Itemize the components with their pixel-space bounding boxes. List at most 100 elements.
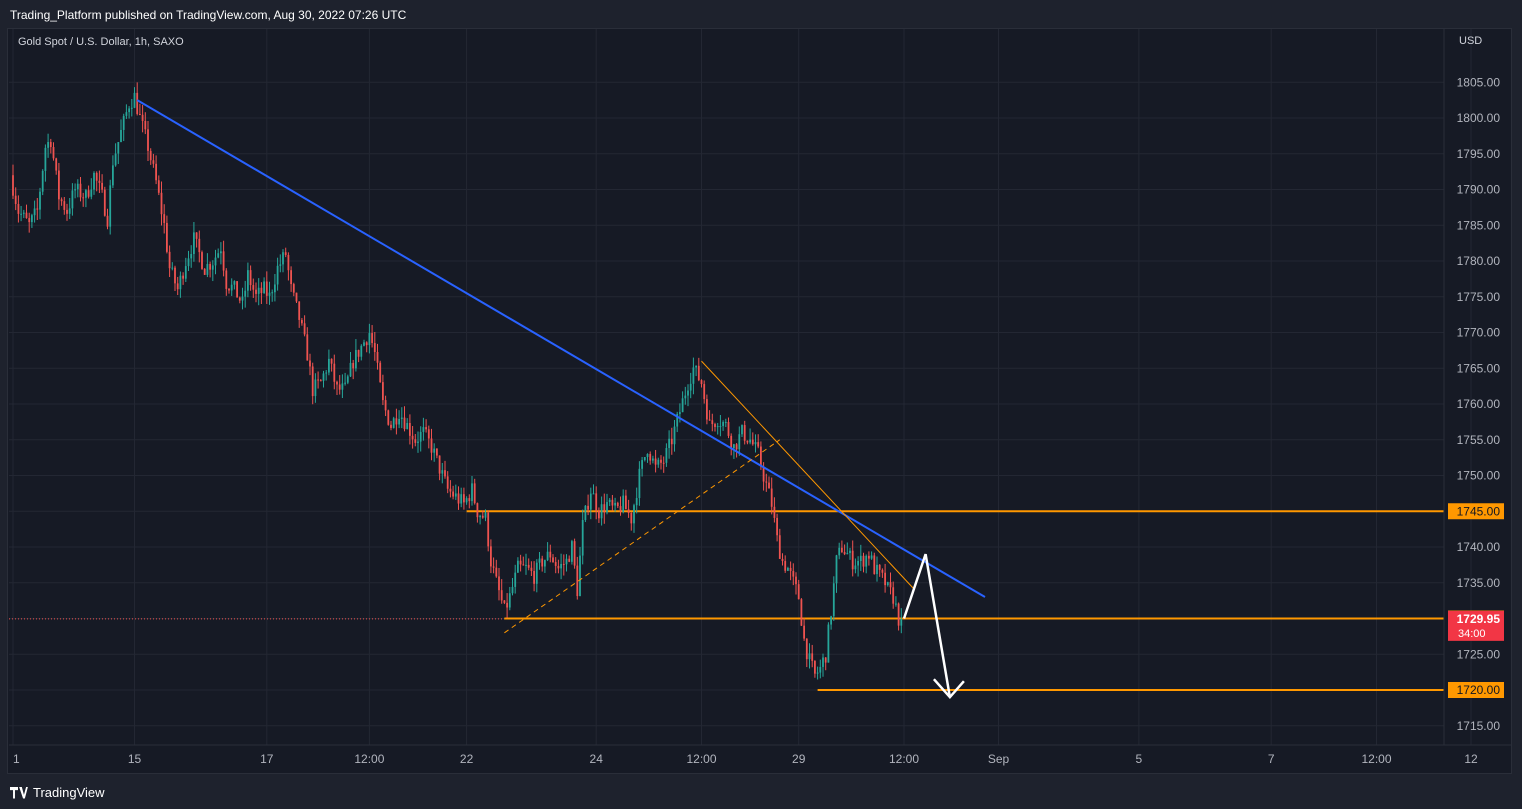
- candle-body: [290, 270, 292, 285]
- candle-body: [198, 238, 201, 253]
- candle-body: [125, 112, 128, 116]
- candle-body: [417, 441, 419, 443]
- price-tick-label: 1795.00: [1457, 147, 1501, 161]
- candle-body: [157, 180, 160, 193]
- time-tick-label: 7: [1268, 752, 1275, 766]
- candles: [12, 82, 903, 680]
- candle-body: [109, 185, 112, 227]
- candle-body: [376, 352, 379, 363]
- candle-body: [225, 270, 228, 289]
- last-price-text: 1729.95: [1457, 612, 1501, 626]
- level-label-text: 1745.00: [1457, 504, 1501, 518]
- candle-body: [76, 183, 79, 190]
- candle-body: [182, 275, 184, 279]
- candle-body: [792, 570, 795, 577]
- candle-body: [287, 254, 290, 271]
- candle-body: [886, 582, 889, 586]
- candle-body: [892, 587, 895, 604]
- candle-body: [387, 410, 390, 425]
- candle-body: [878, 564, 881, 570]
- candle-body: [39, 191, 41, 210]
- candle-body: [581, 519, 584, 556]
- candle-body: [730, 435, 733, 449]
- candle-body: [144, 120, 147, 130]
- candle-body: [400, 417, 403, 419]
- candle-body: [247, 270, 249, 291]
- candle-body: [643, 457, 646, 461]
- candle-body: [179, 275, 182, 290]
- level-label-box: [1448, 682, 1504, 698]
- candle-body: [328, 358, 330, 373]
- candle-body: [141, 114, 144, 121]
- last-price-box: [1448, 610, 1504, 641]
- candle-body: [492, 566, 495, 568]
- tradingview-logo[interactable]: TradingView: [10, 785, 105, 800]
- candle-body: [87, 190, 90, 197]
- candle-body: [228, 288, 230, 291]
- projection-path: [902, 553, 952, 698]
- chart-area[interactable]: [7, 28, 1512, 774]
- candle-body: [762, 466, 765, 482]
- candle-body: [163, 214, 166, 223]
- candle-body: [452, 491, 454, 497]
- candle-body: [471, 483, 473, 502]
- candle-body: [789, 567, 792, 571]
- candle-body: [257, 287, 260, 294]
- candle-body: [90, 189, 93, 197]
- candle-body: [830, 616, 832, 625]
- candle-body: [719, 426, 722, 428]
- candle-body: [338, 384, 341, 390]
- candle-body: [449, 488, 452, 492]
- time-tick-label: 1: [13, 752, 20, 766]
- candle-body: [584, 505, 587, 520]
- candle-body: [95, 172, 98, 181]
- candle-body: [33, 208, 36, 216]
- candle-body: [498, 576, 500, 591]
- candle-body: [576, 565, 579, 597]
- candle-body: [438, 455, 441, 474]
- time-axis: 1 15 17 12:00 22 24 12:00 29 12:00 Sep 5 7 12:00 12: [9, 744, 1511, 766]
- candle-body: [365, 342, 368, 346]
- candle-body: [757, 442, 760, 447]
- candle-body: [522, 564, 525, 566]
- candle-body: [220, 251, 222, 254]
- candle-body: [341, 383, 344, 390]
- time-tick-label: 12:00: [354, 752, 384, 766]
- candle-body: [660, 459, 662, 463]
- candle-body: [800, 599, 803, 626]
- price-tick-label: 1755.00: [1457, 433, 1501, 447]
- candle-body: [552, 557, 554, 563]
- candle-body: [568, 558, 571, 562]
- candle-body: [193, 232, 195, 254]
- candle-body: [122, 115, 125, 130]
- candle-body: [900, 618, 903, 626]
- candle-body: [49, 142, 52, 148]
- candle-body: [463, 494, 465, 503]
- candle-body: [68, 208, 71, 214]
- candle-body: [390, 424, 392, 428]
- candle-body: [238, 297, 241, 301]
- candle-body: [676, 413, 679, 427]
- candle-body: [117, 142, 120, 154]
- candle-body: [441, 470, 444, 474]
- candle-body: [203, 268, 206, 275]
- candle-body: [519, 560, 522, 565]
- candle-body: [897, 603, 900, 626]
- price-tick-label: 1735.00: [1457, 576, 1501, 590]
- candle-body: [797, 584, 800, 600]
- candle-body: [700, 380, 703, 385]
- candle-body: [668, 438, 670, 448]
- candle-body: [17, 204, 20, 214]
- symbol-label[interactable]: Gold Spot / U.S. Dollar, 1h, SAXO: [18, 36, 184, 48]
- candle-body: [357, 349, 360, 357]
- candle-body: [379, 362, 382, 383]
- candle-body: [460, 494, 463, 504]
- price-tick-label: 1715.00: [1457, 719, 1501, 733]
- candle-body: [284, 252, 287, 255]
- candle-body: [128, 108, 130, 113]
- candle-body: [557, 565, 560, 569]
- candle-body: [481, 515, 484, 518]
- time-tick-label: 12:00: [1361, 752, 1391, 766]
- candle-body: [168, 251, 171, 269]
